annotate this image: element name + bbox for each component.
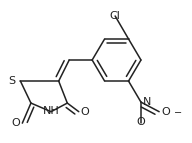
Text: S: S: [8, 76, 16, 86]
Text: NH: NH: [43, 107, 59, 116]
Text: −: −: [175, 108, 183, 118]
Text: Cl: Cl: [110, 11, 121, 21]
Text: O: O: [137, 117, 145, 127]
Text: O: O: [81, 107, 89, 117]
Text: O: O: [161, 107, 170, 117]
Text: N: N: [142, 97, 151, 107]
Text: O: O: [12, 118, 20, 128]
